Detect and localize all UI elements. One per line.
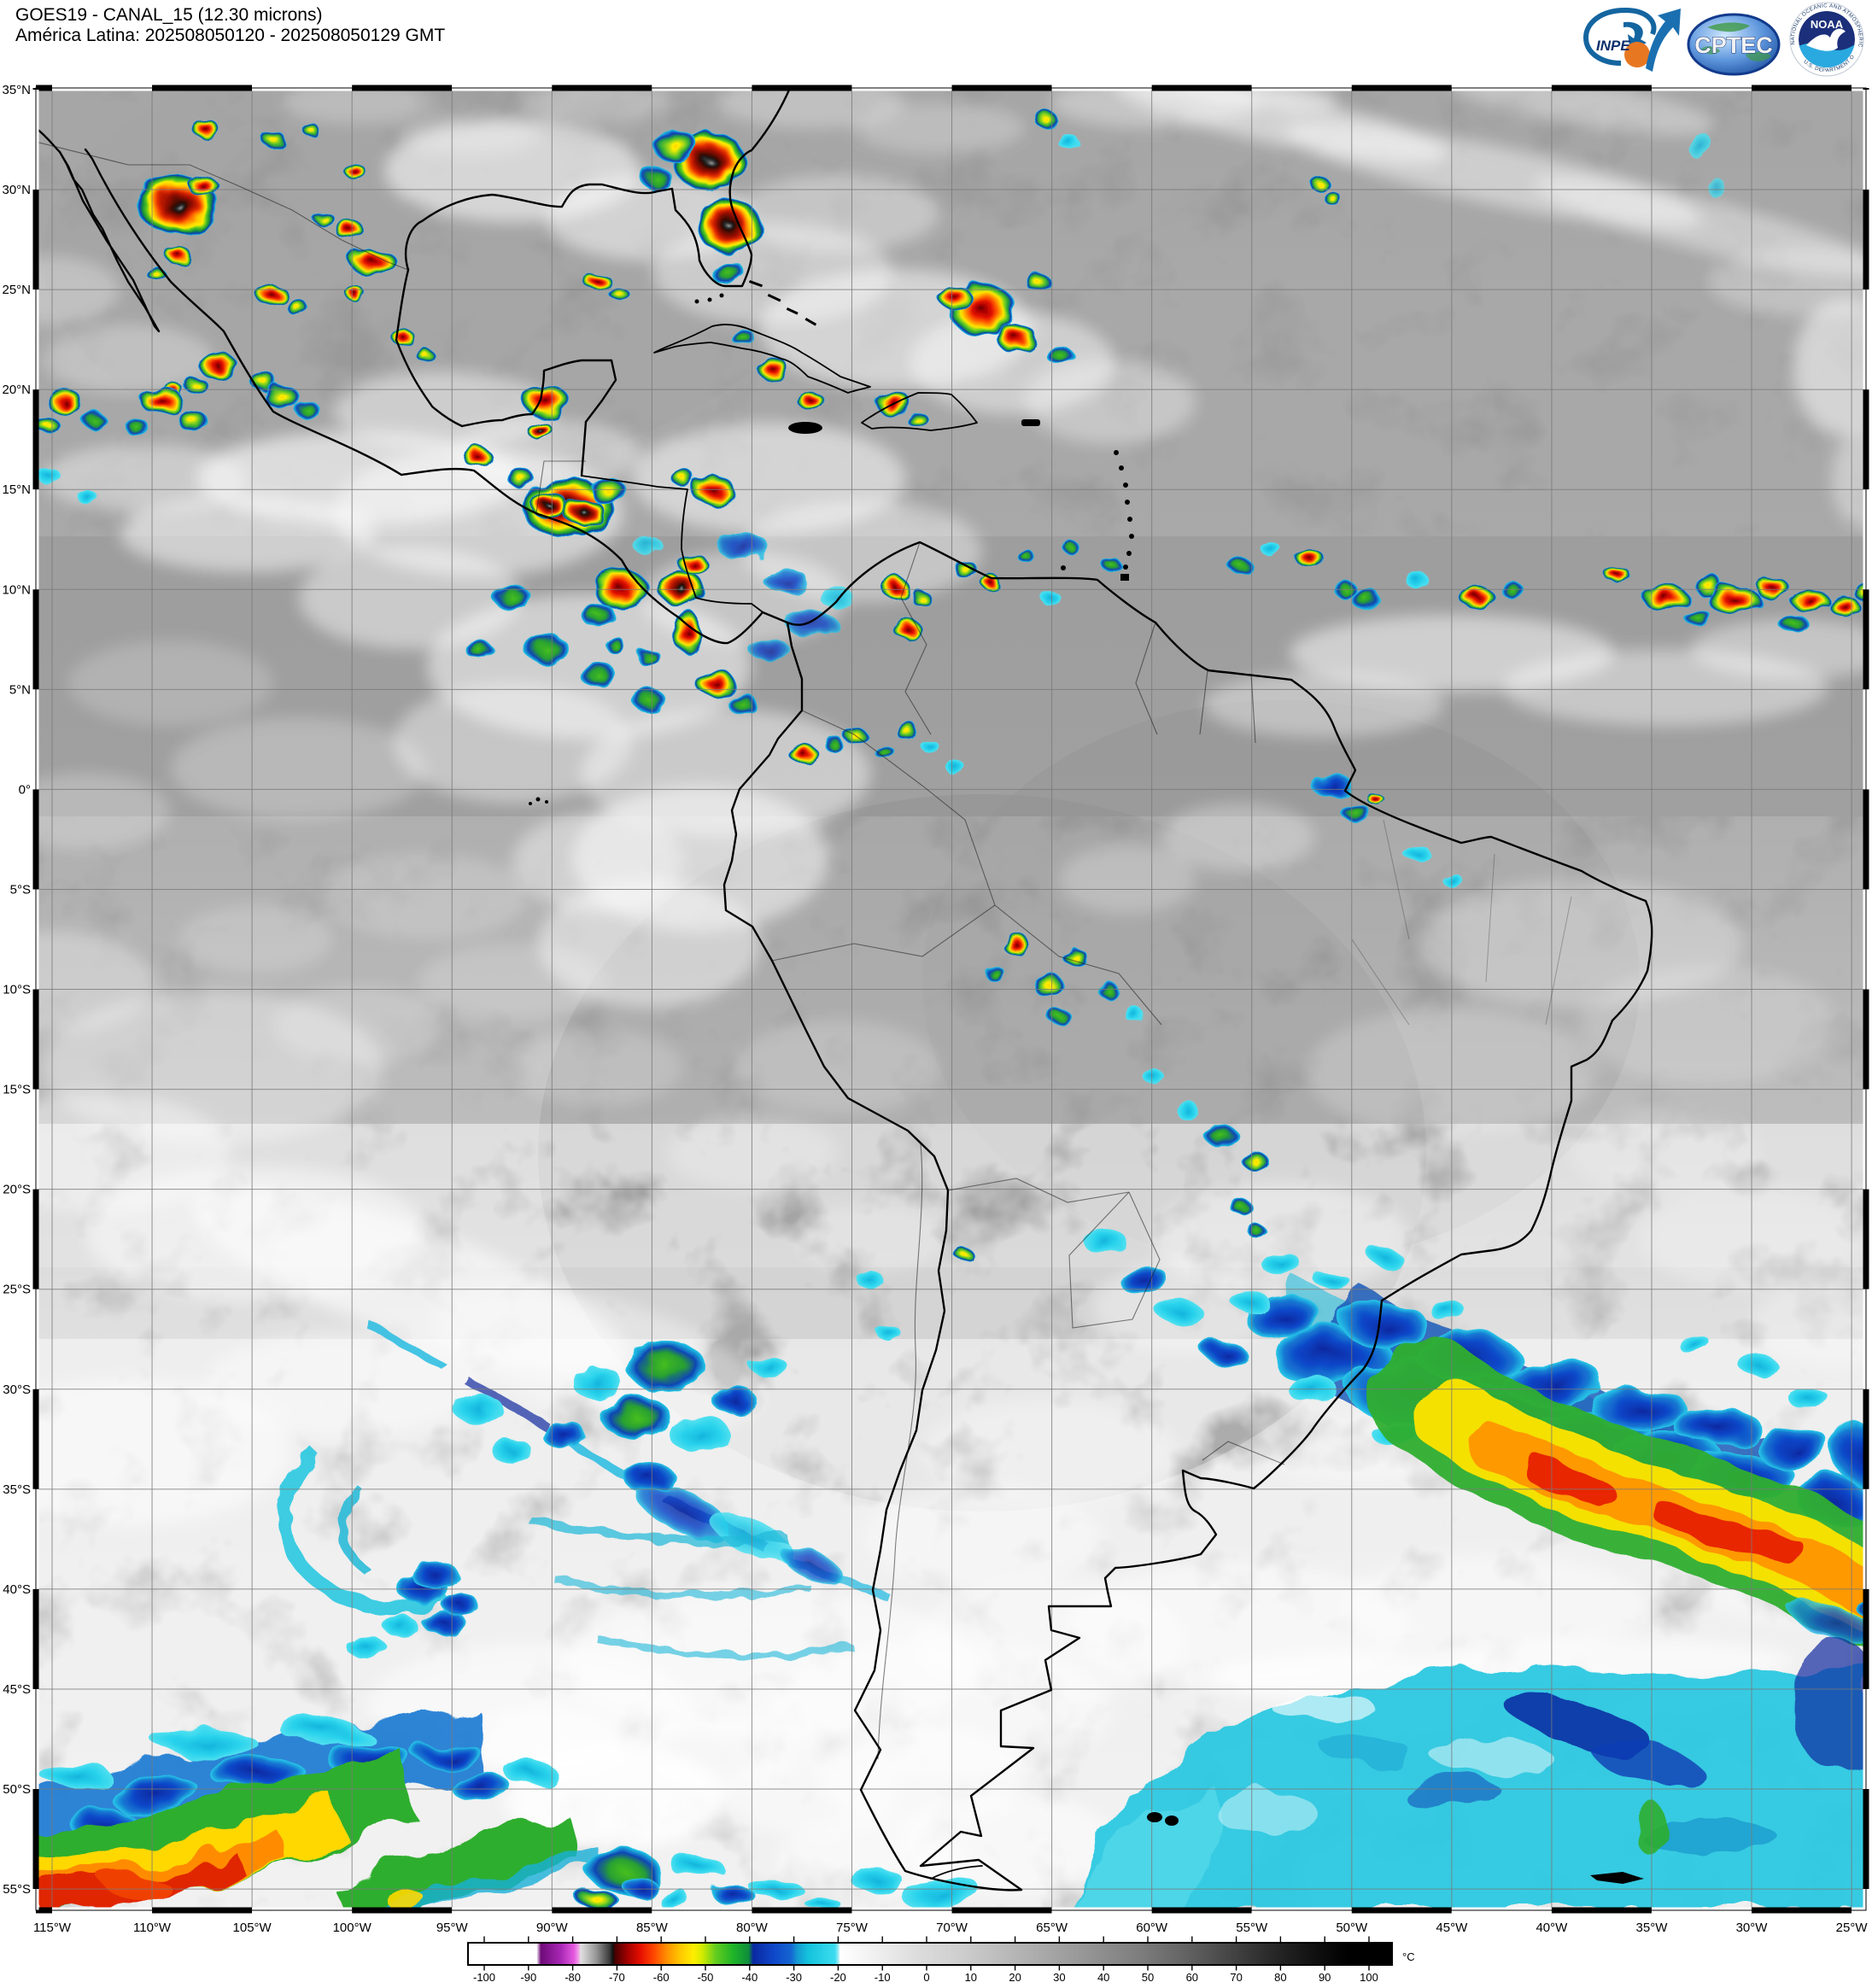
lon-label: 110°W bbox=[133, 1921, 172, 1935]
lat-label: 20°S bbox=[3, 1183, 31, 1197]
colorbar-tick-label: -80 bbox=[565, 1971, 581, 1984]
colorbar-tick-label: 60 bbox=[1186, 1971, 1198, 1984]
colorbar-tick-label: 80 bbox=[1274, 1971, 1286, 1984]
inpe-label: INPE bbox=[1596, 38, 1630, 54]
colorbar-tick-label: 90 bbox=[1319, 1971, 1331, 1984]
lat-label: 30°N bbox=[2, 183, 31, 197]
page-subtitle: América Latina: 202508050120 - 202508050… bbox=[15, 26, 446, 45]
frontal-band-south-atlantic bbox=[1079, 1226, 1866, 1650]
noaa-label: NOAA bbox=[1811, 18, 1844, 31]
lat-label: 35°S bbox=[3, 1482, 31, 1497]
colorbar-tick-label: 0 bbox=[923, 1971, 929, 1984]
colorbar-tick-label: -50 bbox=[698, 1971, 714, 1984]
map-frame bbox=[32, 85, 1869, 1914]
storm-bottom-right bbox=[845, 1640, 1866, 1910]
longitude-axis: 115°W 110°W 105°W 100°W 95°W 90°W 85°W 80°W 75°W… bbox=[33, 1921, 1868, 1935]
lat-label: 30°S bbox=[3, 1383, 31, 1397]
cptec-label: CPTEC bbox=[1694, 32, 1773, 58]
lat-label: 55°S bbox=[3, 1882, 31, 1897]
cyclone-south-pacific bbox=[277, 1447, 480, 1658]
lat-label: 10°N bbox=[2, 582, 31, 597]
colorbar-tick-label: -70 bbox=[609, 1971, 625, 1984]
lat-label: 45°S bbox=[3, 1682, 31, 1697]
lat-label: 15°N bbox=[2, 482, 31, 497]
lon-label: 90°W bbox=[536, 1921, 569, 1935]
lat-label: 0° bbox=[19, 782, 31, 797]
patagonia-cloud-cluster bbox=[453, 1272, 900, 1493]
lat-label: 5°N bbox=[9, 682, 31, 697]
colorbar-gradient bbox=[467, 1942, 1393, 1966]
logo-bar: INPE CPTEC NATIONAL OCEANIC AN bbox=[1574, 2, 1865, 77]
lon-label: 40°W bbox=[1536, 1921, 1568, 1935]
colorbar-tick-label: -90 bbox=[520, 1971, 536, 1984]
lon-label: 85°W bbox=[636, 1921, 669, 1935]
lon-label: 95°W bbox=[436, 1921, 469, 1935]
colorbar-tick-label: -40 bbox=[741, 1971, 758, 1984]
lon-label: 50°W bbox=[1336, 1921, 1368, 1935]
lon-label: 80°W bbox=[736, 1921, 769, 1935]
lon-label: 70°W bbox=[936, 1921, 968, 1935]
convection-cells bbox=[38, 111, 1866, 1260]
header: GOES19 - CANAL_15 (12.30 microns) Améric… bbox=[15, 5, 445, 46]
colorbar-tick-label: 30 bbox=[1053, 1971, 1065, 1984]
storm-bottom-left bbox=[36, 1704, 837, 1910]
colorbar-tick-label: -30 bbox=[786, 1971, 802, 1984]
colorbar-tick-label: 40 bbox=[1097, 1971, 1109, 1984]
lat-label: 50°S bbox=[3, 1782, 31, 1797]
coastlines bbox=[36, 88, 1653, 1892]
colorbar-tick-label: 100 bbox=[1360, 1971, 1378, 1984]
inpe-logo-icon: INPE bbox=[1582, 8, 1681, 72]
colorbar-tick-label: 20 bbox=[1009, 1971, 1021, 1984]
lon-label: 30°W bbox=[1736, 1921, 1769, 1935]
lon-label: 65°W bbox=[1036, 1921, 1068, 1935]
lon-label: 105°W bbox=[233, 1921, 272, 1935]
latitude-axis: 35°N 30°N 25°N 20°N 15°N 10°N 5°N 0° 5°S 10°S 15°S… bbox=[2, 83, 31, 1897]
colorbar-tick-label: 70 bbox=[1230, 1971, 1242, 1984]
colorbar-unit: °C bbox=[1402, 1950, 1415, 1963]
colorbar-ticks: -100 -90 -80 -70 -60 -50 -40 -30 -20 -10 0 10 20 30 40… bbox=[473, 1936, 1378, 1984]
colorbar-tick-label: -100 bbox=[473, 1971, 495, 1984]
lon-label: 25°W bbox=[1836, 1921, 1869, 1935]
colorbar-tick-label: -60 bbox=[653, 1971, 670, 1984]
colorbar-tick-label: -20 bbox=[830, 1971, 846, 1984]
lat-label: 5°S bbox=[10, 882, 31, 897]
lon-label: 75°W bbox=[836, 1921, 869, 1935]
country-borders bbox=[36, 141, 1572, 1760]
cptec-logo-icon: CPTEC bbox=[1687, 13, 1781, 76]
lon-label: 55°W bbox=[1236, 1921, 1268, 1935]
lon-label: 35°W bbox=[1636, 1921, 1669, 1935]
lon-label: 60°W bbox=[1136, 1921, 1168, 1935]
page-title: GOES19 - CANAL_15 (12.30 microns) bbox=[15, 5, 323, 25]
lat-label: 15°S bbox=[3, 1083, 31, 1097]
cloud-texture bbox=[36, 88, 1866, 1910]
islands bbox=[529, 279, 1644, 1884]
lon-label: 115°W bbox=[33, 1921, 72, 1935]
lat-label: 25°S bbox=[3, 1283, 31, 1297]
lat-label: 20°N bbox=[2, 383, 31, 397]
lon-label: 45°W bbox=[1436, 1921, 1468, 1935]
lon-label: 100°W bbox=[333, 1921, 372, 1935]
lat-label: 40°S bbox=[3, 1582, 31, 1597]
lat-label: 10°S bbox=[3, 983, 31, 997]
colorbar-tick-label: 50 bbox=[1142, 1971, 1154, 1984]
lat-label: 25°N bbox=[2, 283, 31, 297]
colorbar-tick-label: -10 bbox=[875, 1971, 891, 1984]
colorbar: °C -100 -90 -80 -70 -60 -50 -40 -30 -20 -10 0 10 20 3… bbox=[467, 1936, 1415, 1984]
colorbar-tick-label: 10 bbox=[965, 1971, 977, 1984]
noaa-logo-icon: NATIONAL OCEANIC AND ATMOSPHERIC ADMINIS… bbox=[1789, 2, 1864, 77]
lat-label: 35°N bbox=[2, 83, 31, 97]
